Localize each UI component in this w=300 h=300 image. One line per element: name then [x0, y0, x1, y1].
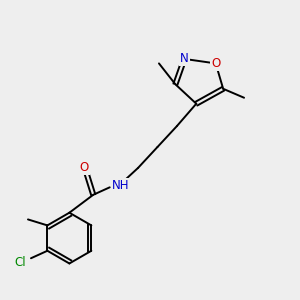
Text: NH: NH [112, 179, 130, 192]
Text: Cl: Cl [15, 256, 26, 268]
Text: O: O [211, 57, 220, 70]
Text: O: O [80, 161, 89, 174]
Text: N: N [180, 52, 189, 65]
